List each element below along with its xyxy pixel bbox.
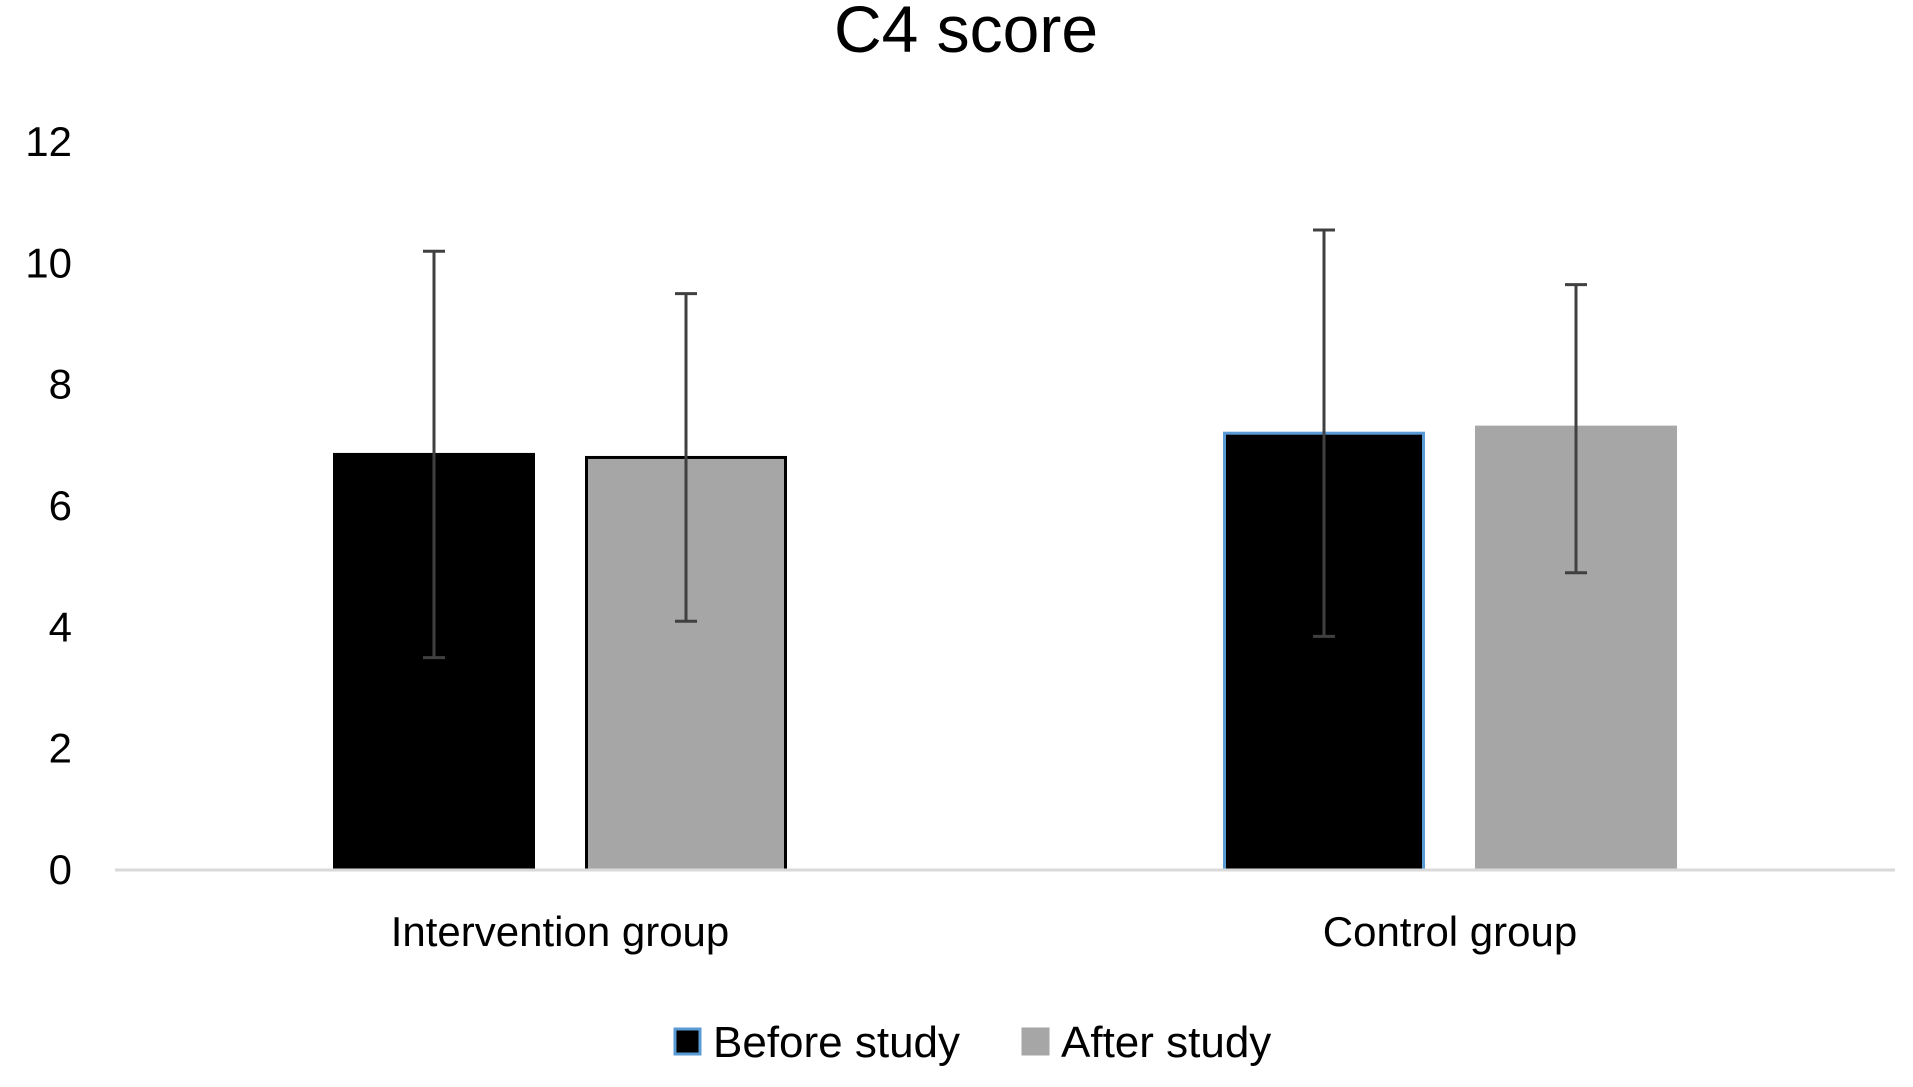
x-category-label: Control group: [1323, 908, 1577, 955]
y-tick-label: 2: [49, 725, 72, 772]
y-tick-label: 0: [49, 846, 72, 893]
y-tick-label: 6: [49, 482, 72, 529]
chart-title: C4 score: [834, 0, 1098, 66]
legend: Before study After study: [673, 1018, 1271, 1067]
y-tick-label: 8: [49, 361, 72, 408]
error-bars-group: [423, 228, 1587, 660]
y-axis-ticks: 0 2 4 6 8 10 12: [25, 118, 72, 893]
bars-group: [333, 425, 1677, 872]
x-category-label: Intervention group: [391, 908, 730, 955]
legend-label: After study: [1061, 1018, 1271, 1067]
y-tick-label: 12: [25, 118, 72, 165]
legend-swatch: [673, 1027, 702, 1056]
y-tick-label: 4: [49, 603, 72, 650]
y-tick-label: 10: [25, 239, 72, 286]
legend-swatch: [1021, 1027, 1050, 1056]
x-axis-category-labels: Intervention group Control group: [391, 908, 1578, 955]
legend-label: Before study: [713, 1018, 960, 1067]
